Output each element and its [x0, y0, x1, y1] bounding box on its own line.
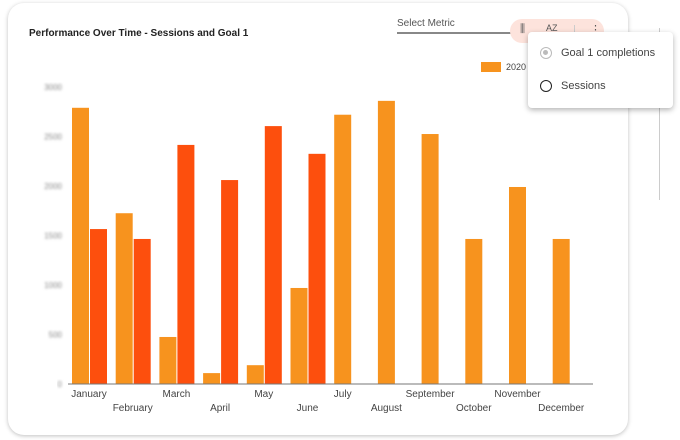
- bar-november-series-1: [509, 186, 526, 384]
- x-tick-label: May: [254, 389, 273, 400]
- x-tick-label: June: [297, 403, 319, 414]
- scrollbar[interactable]: [659, 28, 660, 200]
- chart-title: Performance Over Time - Sessions and Goa…: [29, 28, 249, 39]
- bar-june-series-1: [290, 287, 308, 384]
- radio-selected-icon: [540, 47, 552, 59]
- x-tick-label: November: [494, 389, 541, 400]
- x-tick-label: August: [371, 403, 402, 414]
- sort-az-icon[interactable]: AZ: [546, 23, 558, 33]
- bar-march-series-2: [177, 144, 195, 384]
- bar-february-series-1: [115, 213, 133, 384]
- x-tick-label: October: [456, 403, 492, 414]
- radio-unselected-icon: [540, 80, 552, 92]
- bar-april-series-1: [203, 373, 221, 384]
- bar-january-series-1: [72, 107, 89, 384]
- menu-item-sessions[interactable]: Sessions: [540, 80, 606, 92]
- x-tick-label: July: [334, 389, 352, 400]
- select-metric-dropdown[interactable]: Select Metric: [397, 18, 515, 34]
- y-tick-label: 3000: [44, 83, 62, 92]
- x-tick-label: September: [406, 389, 456, 400]
- menu-item-label: Sessions: [561, 80, 606, 92]
- y-tick-label: 500: [49, 331, 63, 340]
- bar-june-series-2: [308, 153, 326, 384]
- chart-settings-icon[interactable]: ⫼: [520, 23, 526, 35]
- y-tick-label: 1500: [44, 232, 62, 241]
- y-tick-label: 2000: [44, 182, 62, 191]
- bar-may-series-2: [264, 126, 282, 384]
- bar-september-series-1: [421, 134, 439, 384]
- x-tick-label: February: [113, 403, 153, 414]
- legend-label: 2020: [506, 62, 527, 72]
- bar-may-series-1: [246, 365, 264, 384]
- bar-december-series-1: [552, 238, 570, 384]
- metric-menu: Goal 1 completions Sessions: [528, 32, 673, 108]
- toolbar-divider: [574, 25, 575, 37]
- menu-item-label: Goal 1 completions: [561, 47, 656, 59]
- more-vertical-icon[interactable]: ⋮: [590, 24, 601, 36]
- x-tick-label: January: [71, 389, 107, 400]
- bar-january-series-2: [90, 229, 107, 384]
- legend-swatch: [481, 62, 501, 72]
- bar-august-series-1: [377, 100, 395, 385]
- menu-item-goal-1-completions[interactable]: Goal 1 completions: [540, 47, 655, 59]
- y-tick-label: 1000: [44, 281, 62, 290]
- y-tick-label: 2500: [44, 133, 62, 142]
- bar-july-series-1: [334, 114, 352, 384]
- bar-february-series-2: [133, 238, 151, 384]
- bar-october-series-1: [465, 238, 483, 384]
- legend-item-2020[interactable]: 2020: [481, 62, 526, 72]
- x-tick-label: April: [210, 403, 230, 414]
- bar-april-series-2: [221, 180, 239, 384]
- bar-march-series-1: [159, 336, 177, 384]
- x-tick-label: December: [538, 403, 585, 414]
- y-tick-label: 0: [58, 380, 63, 389]
- x-tick-label: March: [163, 389, 191, 400]
